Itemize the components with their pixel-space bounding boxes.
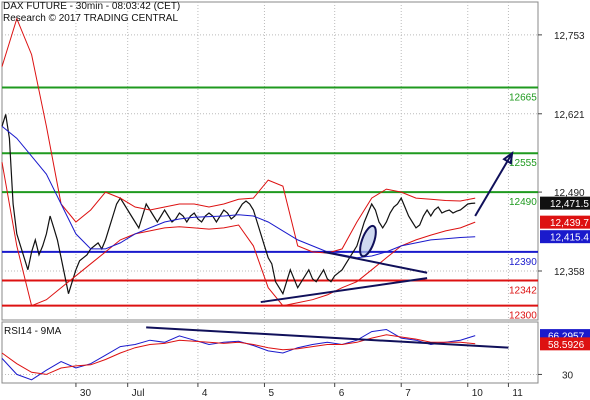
- x-tick-label: 4: [202, 388, 208, 399]
- level-label: 12342: [509, 286, 537, 297]
- main-panel-frame: [1, 1, 539, 321]
- level-label: 12490: [509, 197, 537, 208]
- rsi-tag-label: 66.2957: [548, 332, 585, 343]
- level-label: 12665: [509, 92, 537, 103]
- level-label: 12555: [509, 158, 537, 169]
- level-label: 12300: [509, 311, 537, 322]
- x-tick-label: 5: [268, 388, 274, 399]
- rsi-y-tick-label: 30: [562, 370, 574, 381]
- price-tag-label: 12,471.5: [550, 199, 589, 210]
- y-tick-label: 12,358: [554, 267, 585, 278]
- chart-title: DAX FUTURE - 30min - 08:03:42 (CET): [3, 1, 181, 12]
- price-tag-label: 12,415.4: [550, 233, 589, 244]
- trendline: [260, 277, 428, 304]
- chart-subtitle: Research © 2017 TRADING CENTRAL: [3, 13, 179, 24]
- series-moving-average: [1, 125, 476, 259]
- y-tick-label: 12,753: [554, 31, 585, 42]
- price-tag-label: 12,439.7: [550, 218, 589, 229]
- arrow-head: [502, 151, 514, 165]
- series-price: [1, 114, 476, 296]
- y-tick-label: 12,490: [554, 188, 585, 199]
- rsi-trendline: [146, 326, 509, 349]
- arrow-shaft: [474, 152, 513, 217]
- rsi-series-rsi14: [1, 328, 476, 381]
- x-tick-label: 30: [80, 388, 92, 399]
- highlight-ellipse: [359, 224, 377, 258]
- y-tick-label: 12,621: [554, 110, 585, 121]
- rsi-tag-bg: [540, 337, 590, 351]
- series-lower-band: [1, 162, 476, 307]
- rsi-series-9ma: [1, 334, 476, 375]
- x-tick-label: 10: [472, 388, 484, 399]
- level-label: 12390: [509, 257, 537, 268]
- x-tick-label: 6: [339, 388, 345, 399]
- price-tag-bg: [540, 215, 590, 229]
- x-tick-label: 7: [405, 388, 411, 399]
- price-tag-bg: [540, 196, 590, 210]
- price-tag-bg: [540, 230, 590, 244]
- x-tick-label: 11: [512, 388, 523, 399]
- x-tick-label: Jul: [132, 388, 145, 399]
- rsi-panel-frame: [1, 321, 539, 384]
- trendline: [323, 250, 428, 274]
- rsi-title: RSI14 - 9MA: [4, 326, 62, 337]
- series-upper-band: [1, 17, 476, 254]
- rsi-tag-label: 58.5926: [548, 340, 585, 351]
